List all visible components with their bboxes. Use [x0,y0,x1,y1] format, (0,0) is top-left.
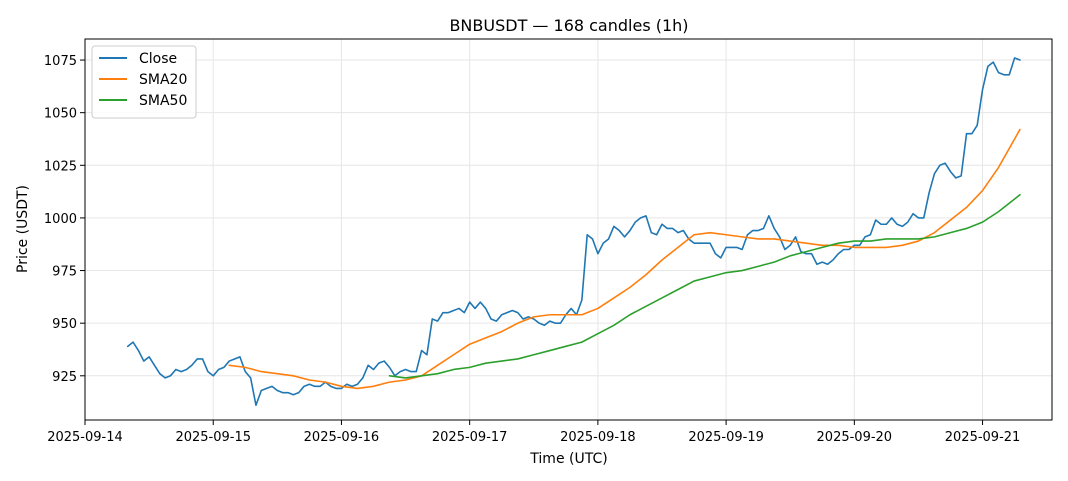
x-tick-label: 2025-09-17 [432,430,508,445]
series-line-sma50 [388,193,1021,379]
x-tick-label: 2025-09-14 [47,430,123,445]
series-layer [126,57,1021,407]
legend-label-sma50: SMA50 [139,93,187,109]
y-tick-label: 950 [52,317,77,332]
plot-frame [84,38,1053,421]
legend-label-sma20: SMA20 [139,72,187,88]
legend-label-close: Close [139,51,177,67]
x-tick-label: 2025-09-20 [817,430,893,445]
grid [84,39,1052,420]
series-line-sma20 [228,128,1021,390]
y-axis: 925 950 975 1000 1025 1050 1075 [44,54,85,385]
y-tick-label: 975 [52,265,77,280]
x-tick-label: 2025-09-21 [945,430,1021,445]
y-tick-label: 1025 [44,159,77,174]
x-tick-label: 2025-09-18 [560,430,636,445]
x-tick-label: 2025-09-19 [688,430,764,445]
y-tick-label: 1000 [44,212,77,227]
chart-title: BNBUSDT — 168 candles (1h) [449,16,688,35]
x-tick-label: 2025-09-16 [304,430,380,445]
x-axis-label: Time (UTC) [529,451,607,467]
y-axis-label: Price (USDT) [15,185,31,273]
y-tick-label: 1075 [44,54,77,69]
x-tick-label: 2025-09-15 [175,430,251,445]
series-line-close [126,57,1021,407]
y-tick-label: 925 [52,370,77,385]
x-axis: 2025-09-14 2025-09-15 2025-09-16 2025-09-17… [47,420,1020,445]
legend: Close SMA20 SMA50 [91,45,197,119]
y-tick-label: 1050 [44,107,77,122]
